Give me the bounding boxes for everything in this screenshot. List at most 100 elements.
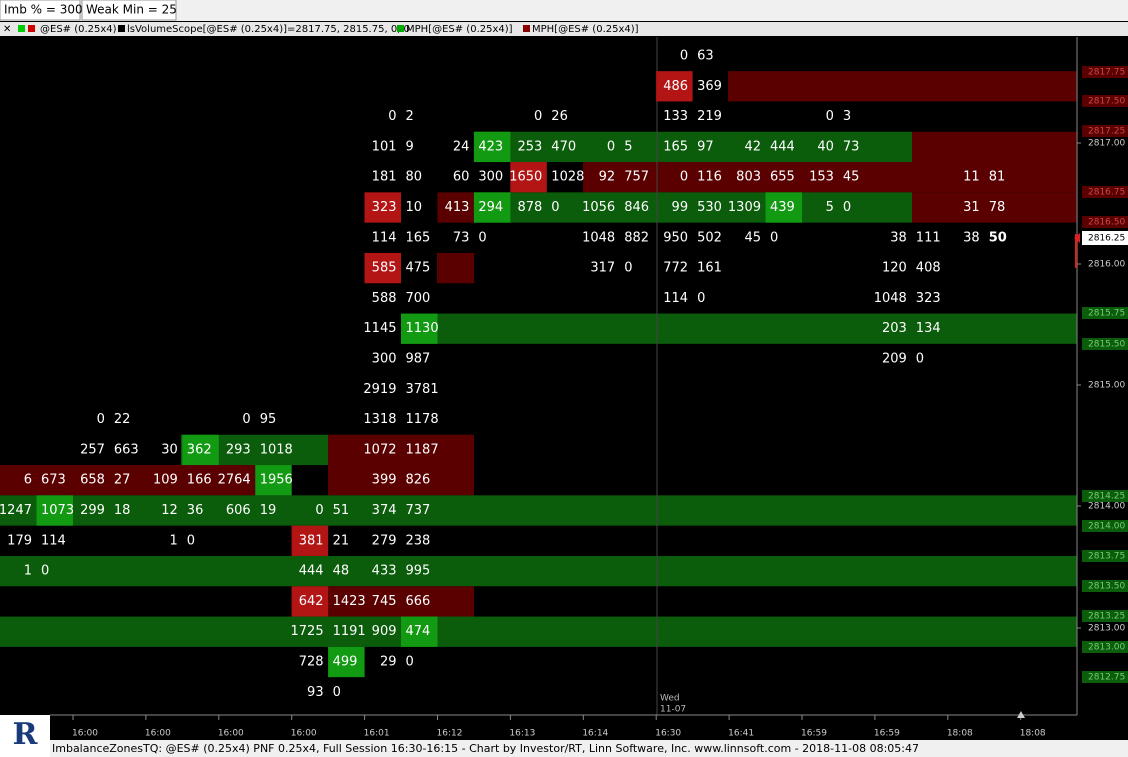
price-label: 2816.25 [1088,234,1125,244]
bid-volume: 42 [744,139,761,154]
ask-volume: 369 [697,79,722,94]
imbalance-box[interactable] [0,0,81,21]
bid-volume: 381 [299,533,324,548]
ask-volume: 36 [187,503,204,518]
price-label: 2816.00 [1088,260,1125,270]
current-price-box [1082,231,1128,245]
legend-item[interactable]: MPH[@ES# (0.25x4)] [406,24,513,35]
bid-volume: 293 [226,442,251,457]
zone-band [328,465,474,496]
footer-text: ImbalanceZonesTQ: @ES# (0.25x4) PNF 0.25… [52,742,919,755]
ask-volume: 474 [406,624,431,639]
bid-volume: 0 [388,109,396,124]
time-label: 16:01 [364,729,390,739]
session-date: 11-07 [660,705,686,715]
time-label: 16:00 [218,729,244,739]
bid-volume: 300 [372,352,397,367]
bid-volume: 1 [170,533,178,548]
ask-highlight [473,192,511,223]
bid-volume: 0 [607,139,615,154]
ask-volume: 826 [406,473,431,488]
ask-volume: 530 [697,200,722,215]
price-axis: 2817.75 2817.50 2817.25 2817.00 2816.75 2816.… [1074,66,1128,683]
legend-item[interactable]: lsVolumeScope[@ES# (0.25x4)]=2817.75, 28… [127,24,410,35]
bid-volume: 209 [882,352,907,367]
bid-volume: 0 [242,412,250,427]
ask-volume: 2 [406,109,414,124]
ask-volume: 81 [989,170,1006,185]
weak-min-setting[interactable]: Weak Min = 25 [86,3,177,17]
bid-highlight [656,71,693,102]
ask-volume: 114 [41,533,66,548]
bid-volume: 772 [663,261,688,276]
ask-volume: 1187 [406,442,439,457]
zone-tag [1082,186,1128,198]
zone-tag [1082,490,1128,502]
zones [0,71,1077,647]
bid-volume: 642 [299,594,324,609]
bid-volume: 606 [226,503,251,518]
zone-band [0,555,1077,587]
bid-volume: 31 [963,200,980,215]
ask-volume: 995 [406,564,431,579]
ask-volume: 475 [406,261,431,276]
price-label: 2817.50 [1088,97,1125,107]
bid-volume: 99 [672,200,689,215]
zone-band [728,71,1077,102]
price-label: 2817.00 [1088,139,1125,149]
bid-volume: 11 [963,170,980,185]
zone-tag [1082,307,1128,319]
ask-volume: 323 [916,291,941,306]
price-label: 2813.00 [1088,624,1125,634]
ask-volume: 439 [770,200,795,215]
bid-volume: 0 [315,503,323,518]
scroll-marker[interactable] [1017,711,1025,718]
bid-volume: 203 [882,321,907,336]
bid-volume: 413 [445,200,470,215]
time-axis: 16:00 16:00 16:00 16:00 16:01 16:12 16:13 16:14… [72,715,1046,739]
bid-volume: 12 [161,503,178,518]
ask-volume: 1018 [260,442,293,457]
imbalance-setting[interactable]: Imb % = 300 [4,3,83,17]
bid-volume: 73 [453,230,470,245]
bid-volume: 257 [80,442,105,457]
bid-volume: 109 [153,473,178,488]
logo-box [0,715,50,757]
bid-volume: 444 [299,564,324,579]
ask-volume: 663 [114,442,139,457]
ask-volume: 51 [333,503,350,518]
bid-volume: 0 [826,109,834,124]
legend-item[interactable]: MPH[@ES# (0.25x4)] [532,24,639,35]
bid-volume: 433 [372,564,397,579]
zone-tag [1082,641,1128,653]
price-label: 2812.75 [1088,673,1125,683]
ask-volume: 27 [114,473,131,488]
bid-volume: 1048 [874,291,907,306]
bid-volume: 323 [372,200,397,215]
weak-min-box[interactable] [81,0,177,21]
bid-volume: 114 [372,230,397,245]
zone-band [0,616,1077,647]
bid-volume: 1318 [363,412,396,427]
ask-volume: 166 [187,473,212,488]
zone-band [0,465,255,496]
bid-volume: 30 [161,442,178,457]
zone-tag [1082,610,1128,622]
legend-item[interactable]: @ES# (0.25x4) [40,24,117,35]
bid-volume: 1072 [363,442,396,457]
ask-volume: 165 [406,230,431,245]
bid-volume: 728 [299,655,324,670]
price-label: 2817.25 [1088,127,1125,137]
ask-highlight [401,313,438,344]
zone-tag [1082,671,1128,683]
ask-volume: 882 [624,230,649,245]
legend-swatch [118,25,125,32]
time-label: 18:08 [1020,729,1046,739]
ask-highlight [36,495,73,526]
bid-volume: 279 [372,533,397,548]
ask-volume: 219 [697,109,722,124]
ask-volume: 1423 [333,594,366,609]
ask-volume: 3 [843,109,851,124]
close-icon[interactable]: ✕ [3,24,11,35]
price-label: 2816.75 [1088,188,1125,198]
